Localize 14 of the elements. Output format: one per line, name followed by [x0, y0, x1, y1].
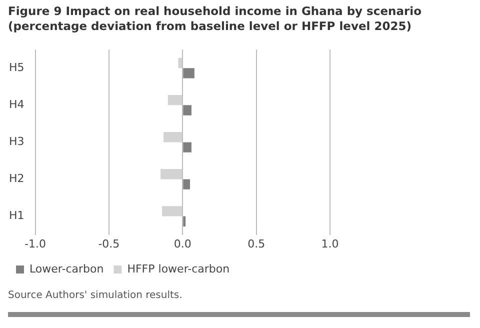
y-tick-label: H5 [8, 60, 24, 74]
legend-label: HFFP lower-carbon [127, 262, 230, 276]
y-tick-label: H1 [8, 209, 24, 222]
x-tick-label: -0.5 [98, 237, 120, 250]
x-tick-label: 0.0 [174, 237, 192, 250]
y-tick-label: H4 [8, 98, 24, 112]
x-tick-label: -1.0 [24, 237, 46, 250]
chart-title: Figure 9 Impact on real household income in Ghana by scenario (percentage deviation from baseline level or HFFP level 2025) [8, 4, 422, 34]
legend-label: Lower-carbon [30, 262, 104, 276]
x-tick-label: 0.5 [248, 237, 266, 250]
source-note: Source Authors' simulation results. [8, 290, 182, 301]
y-tick-label: H3 [8, 135, 24, 148]
x-tick-label: 1.0 [321, 237, 339, 250]
y-tick-label: H2 [8, 172, 24, 186]
